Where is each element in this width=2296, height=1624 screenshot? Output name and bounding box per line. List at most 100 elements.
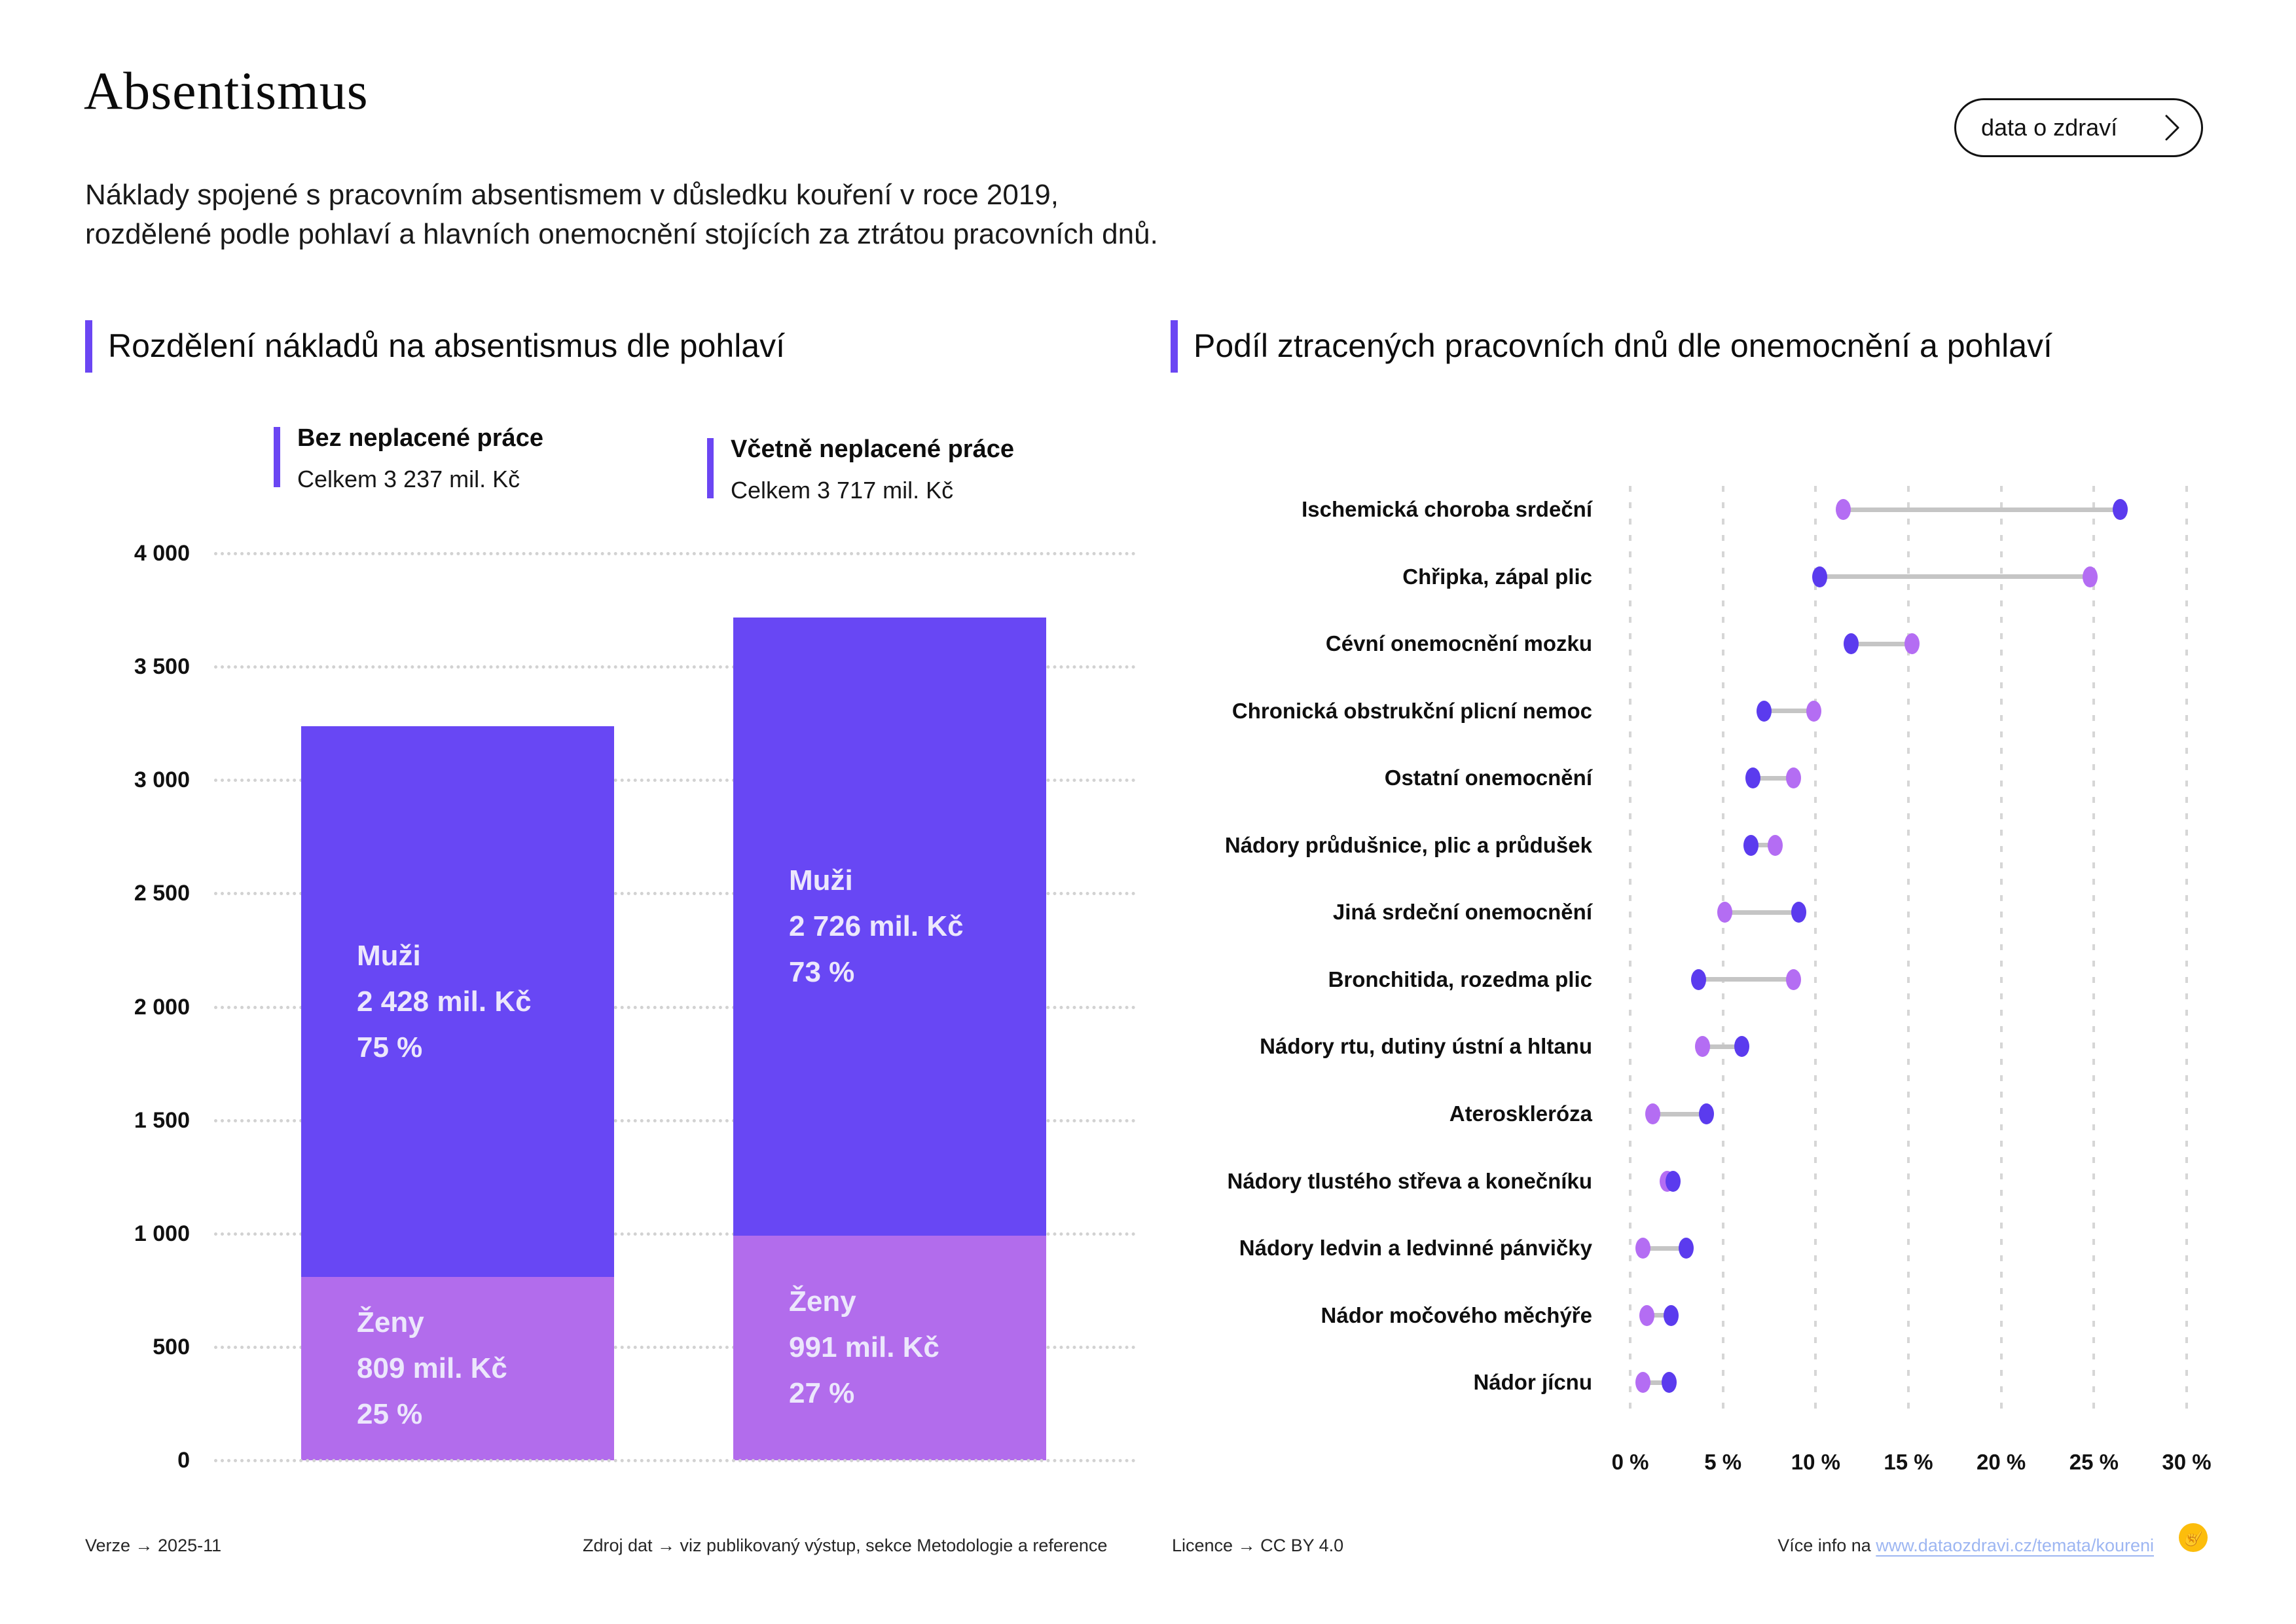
- data-o-zdravi-logo: ☝: [2179, 1523, 2208, 1552]
- category-label: Nádory rtu, dutiny ústní a hltanu: [1260, 1034, 1592, 1059]
- gridline-y: [214, 1459, 1136, 1462]
- y-axis-tick-label: 500: [153, 1334, 190, 1359]
- zeny-dot: [1717, 902, 1732, 923]
- left-section-title: Rozdělení nákladů na absentismus dle poh…: [108, 327, 786, 364]
- dumbbell-connector: [1698, 977, 1794, 982]
- dumbbell-connector: [1819, 574, 2090, 580]
- dumbbell-connector: [1843, 507, 2120, 512]
- legend-bez-neplacene-prace: Bez neplacené práce Celkem 3 237 mil. Kč: [274, 424, 543, 493]
- data-o-zdravi-button[interactable]: data o zdraví: [1954, 98, 2203, 157]
- category-label: Nádory průdušnice, plic a průdušek: [1224, 832, 1592, 857]
- y-axis-tick-label: 4 000: [134, 541, 190, 566]
- zeny-dot: [1639, 1304, 1654, 1326]
- bar-segment-zeny: Ženy 809 mil. Kč 25 %: [301, 1276, 614, 1460]
- x-axis-tick-label: 25 %: [2069, 1450, 2119, 1474]
- footer-more-link[interactable]: www.dataozdravi.cz/temata/koureni: [1876, 1536, 2154, 1555]
- bar-segment-muzi: Muži 2 726 mil. Kč 73 %: [733, 617, 1046, 1236]
- bar-segment-zeny: Ženy 991 mil. Kč 27 %: [733, 1235, 1046, 1460]
- muzi-dot: [1691, 969, 1707, 990]
- muzi-dot: [1791, 902, 1807, 923]
- muzi-dot: [1678, 1238, 1694, 1259]
- legend-accent-bar: [707, 438, 714, 498]
- gridline-y: [214, 1005, 1136, 1009]
- bar-segment-name: Muži: [789, 864, 853, 896]
- muzi-dot: [1734, 1036, 1749, 1058]
- dumbbell-connector: [1851, 641, 1912, 646]
- bar-segment-value: 2 428 mil. Kč: [357, 985, 532, 1018]
- gridline-y: [214, 1118, 1136, 1122]
- y-axis-tick-label: 3 000: [134, 767, 190, 793]
- bar-segment-value: 2 726 mil. Kč: [789, 910, 964, 942]
- y-axis-tick-label: 0: [177, 1448, 190, 1473]
- footer-version: Verze → 2025-11: [85, 1536, 222, 1555]
- category-label: Nádor jícnu: [1473, 1370, 1592, 1395]
- muzi-dot: [1843, 633, 1859, 655]
- x-axis-tick-label: 10 %: [1791, 1450, 1840, 1474]
- y-axis-tick-label: 2 000: [134, 994, 190, 1020]
- data-o-zdravi-button-label: data o zdraví: [1981, 114, 2118, 141]
- bar-segment-muzi: Muži 2 428 mil. Kč 75 %: [301, 726, 614, 1277]
- category-label: Nádor močového měchýře: [1321, 1302, 1592, 1327]
- gridline-x: [1907, 486, 1910, 1409]
- category-label: Chronická obstrukční plicní nemoc: [1231, 698, 1592, 723]
- category-label: Nádory ledvin a ledvinné pánvičky: [1239, 1236, 1592, 1261]
- dumbbell-connector: [1724, 910, 1799, 915]
- bar-segment-pct: 25 %: [357, 1397, 423, 1430]
- dumbbell-connector: [1643, 1246, 1686, 1251]
- right-section-accent-bar: [1171, 320, 1178, 373]
- zeny-dot: [1785, 969, 1801, 990]
- x-axis-tick-label: 15 %: [1884, 1450, 1933, 1474]
- bar-segment-name: Ženy: [789, 1285, 856, 1318]
- bar-segment-pct: 73 %: [789, 955, 855, 988]
- muzi-dot: [1756, 700, 1772, 722]
- bar-segment-pct: 75 %: [357, 1031, 423, 1063]
- muzi-dot: [1663, 1304, 1679, 1326]
- legend-title: Včetně neplacené práce: [731, 435, 1014, 463]
- zeny-dot: [1645, 1103, 1660, 1125]
- legend-total: Celkem 3 237 mil. Kč: [297, 466, 520, 492]
- x-axis-tick-label: 0 %: [1611, 1450, 1649, 1474]
- gridline-y: [214, 665, 1136, 669]
- zeny-dot: [1767, 834, 1783, 856]
- zeny-dot: [1785, 767, 1801, 789]
- muzi-dot: [1665, 1170, 1681, 1192]
- gridline-x: [2092, 486, 2096, 1409]
- bar-segment-name: Muži: [357, 939, 421, 972]
- y-axis-tick-label: 2 500: [134, 881, 190, 906]
- muzi-dot: [1743, 834, 1758, 856]
- zeny-dot: [1904, 633, 1920, 655]
- muzi-dot: [2112, 499, 2128, 520]
- gridline-y: [214, 1345, 1136, 1349]
- bar-segment-pct: 27 %: [789, 1377, 855, 1410]
- gridline-x: [1721, 486, 1724, 1409]
- muzi-dot: [1662, 1372, 1677, 1393]
- gridline-y: [214, 892, 1136, 896]
- category-label: Chřipka, zápal plic: [1402, 564, 1592, 589]
- zeny-dot: [1635, 1238, 1651, 1259]
- legend-vcetne-neplacene-prace: Včetně neplacené práce Celkem 3 717 mil.…: [707, 435, 1014, 504]
- x-axis-tick-label: 30 %: [2162, 1450, 2212, 1474]
- muzi-dot: [1698, 1103, 1714, 1125]
- category-label: Nádory tlustého střeva a konečníku: [1227, 1168, 1592, 1193]
- chevron-right-icon: [2165, 115, 2179, 141]
- dumbbell-connector: [1647, 1313, 1671, 1318]
- y-axis-tick-label: 1 000: [134, 1221, 190, 1246]
- category-label: Cévní onemocnění mozku: [1325, 631, 1592, 656]
- dumbbell-connector: [1643, 1380, 1669, 1385]
- muzi-dot: [1745, 767, 1760, 789]
- gridline-y: [214, 552, 1136, 555]
- dumbbell-connector: [1702, 1044, 1741, 1049]
- gridline-y: [214, 1232, 1136, 1236]
- legend-title: Bez neplacené práce: [297, 424, 543, 452]
- dumbbell-connector: [1764, 709, 1814, 714]
- zeny-dot: [1806, 700, 1821, 722]
- gridline-y: [214, 779, 1136, 783]
- subtitle-line-2: rozdělené podle pohlaví a hlavních onemo…: [85, 218, 1158, 250]
- footer-source: Zdroj dat → viz publikovaný výstup, sekc…: [583, 1536, 1108, 1555]
- legend-accent-bar: [274, 427, 280, 487]
- y-axis-tick-label: 3 500: [134, 654, 190, 680]
- dumbbell-connector: [1652, 1111, 1707, 1116]
- category-label: Bronchitida, rozedma plic: [1328, 967, 1592, 991]
- dumbbell-connector: [1753, 775, 1794, 781]
